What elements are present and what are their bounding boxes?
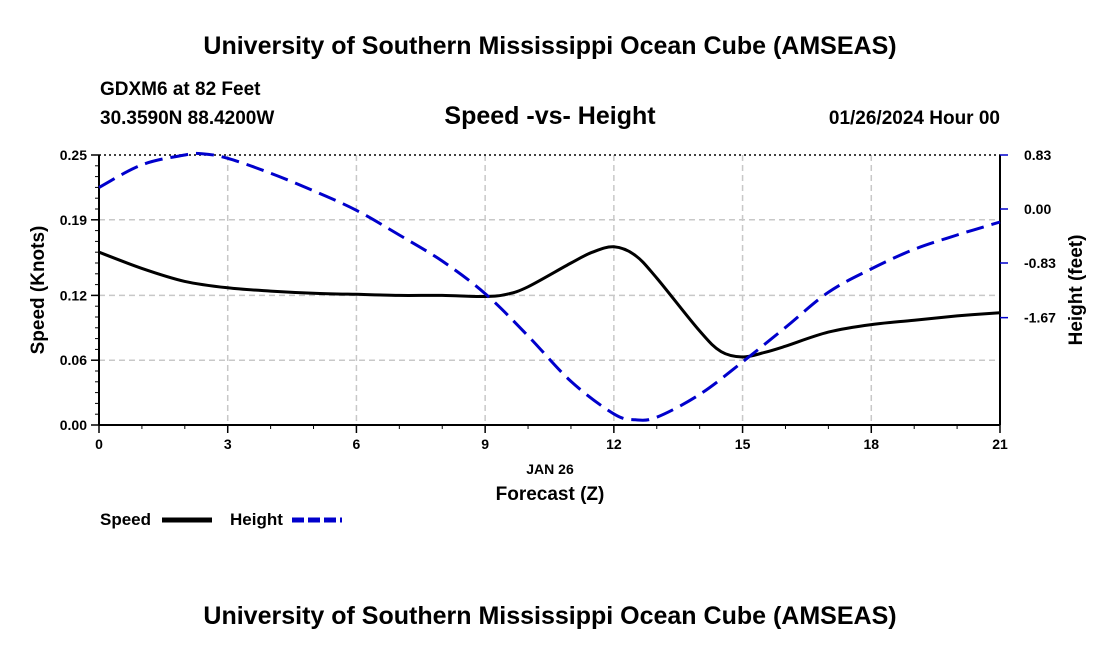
y-tick-label: 0.12 [60,287,87,303]
series-line-height [98,151,1001,422]
x-tick-label: 0 [95,436,103,452]
series-line-speed [98,245,1001,359]
y2-tick-label: -0.83 [1024,255,1056,271]
y-tick-label: 0.00 [60,417,87,433]
plot-frame [98,154,1001,426]
y-tick-label: 0.19 [60,212,87,228]
legend-height-label: Height [230,510,283,529]
legend-speed-label: Speed [100,510,151,529]
y-axis-ticks: 0.00 0.06 0.12 0.19 0.25 [60,147,99,433]
x-tick-label: 3 [224,436,232,452]
x-tick-label: 21 [992,436,1008,452]
y-axis-label: Speed (Knots) [28,226,49,355]
y2-axis-ticks: 0.83 0.00 -0.83 -1.67 [1000,147,1056,326]
chart-subtitle: Speed -vs- Height [444,102,656,130]
y2-tick-label: 0.83 [1024,147,1051,163]
y2-tick-label: -1.67 [1024,310,1056,326]
x-tick-label: 9 [481,436,489,452]
station-label: GDXM6 at 82 Feet [100,79,261,100]
footer-title: University of Southern Mississippi Ocean… [203,602,896,630]
y2-tick-label: 0.00 [1024,201,1051,217]
chart-title: University of Southern Mississippi Ocean… [203,32,896,60]
x-axis-date-label: JAN 26 [526,461,574,477]
series-group [98,151,1001,422]
coordinates-label: 30.3590N 88.4200W [100,108,274,129]
x-tick-label: 15 [735,436,751,452]
x-tick-label: 18 [863,436,879,452]
x-tick-label: 12 [606,436,622,452]
gridlines [99,155,1000,425]
x-axis-ticks: 0 3 6 9 12 15 18 21 [95,425,1008,452]
y2-axis-label: Height (feet) [1066,235,1087,346]
y-tick-label: 0.06 [60,352,87,368]
x-axis-label: Forecast (Z) [496,484,605,505]
datetime-label: 01/26/2024 Hour 00 [829,108,1000,129]
legend: Speed Height [100,510,342,529]
x-tick-label: 6 [353,436,361,452]
y-tick-label: 0.25 [60,147,87,163]
